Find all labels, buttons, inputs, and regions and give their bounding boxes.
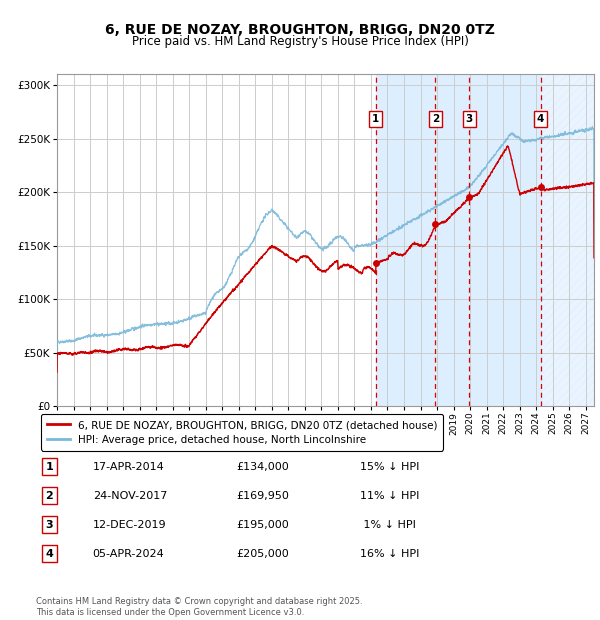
- Bar: [541, 74, 594, 406]
- Text: £169,950: £169,950: [236, 491, 289, 501]
- Text: Price paid vs. HM Land Registry's House Price Index (HPI): Price paid vs. HM Land Registry's House …: [131, 35, 469, 48]
- Text: 2: 2: [46, 491, 53, 501]
- Text: 12-DEC-2019: 12-DEC-2019: [92, 520, 166, 529]
- Text: 2: 2: [432, 114, 439, 124]
- Legend: 6, RUE DE NOZAY, BROUGHTON, BRIGG, DN20 0TZ (detached house), HPI: Average price: 6, RUE DE NOZAY, BROUGHTON, BRIGG, DN20 …: [41, 414, 443, 451]
- Text: £205,000: £205,000: [236, 549, 289, 559]
- Text: 24-NOV-2017: 24-NOV-2017: [92, 491, 167, 501]
- Text: 1: 1: [372, 114, 380, 124]
- Text: 17-APR-2014: 17-APR-2014: [92, 462, 164, 472]
- Text: 05-APR-2024: 05-APR-2024: [92, 549, 164, 559]
- Text: £134,000: £134,000: [236, 462, 289, 472]
- Text: £195,000: £195,000: [236, 520, 289, 529]
- Text: 1% ↓ HPI: 1% ↓ HPI: [360, 520, 416, 529]
- Bar: [376, 74, 541, 406]
- Text: 15% ↓ HPI: 15% ↓ HPI: [360, 462, 419, 472]
- Text: 6, RUE DE NOZAY, BROUGHTON, BRIGG, DN20 0TZ: 6, RUE DE NOZAY, BROUGHTON, BRIGG, DN20 …: [105, 23, 495, 37]
- Text: 4: 4: [537, 114, 544, 124]
- Text: Contains HM Land Registry data © Crown copyright and database right 2025.
This d: Contains HM Land Registry data © Crown c…: [36, 598, 362, 617]
- Text: 3: 3: [466, 114, 473, 124]
- Text: 4: 4: [46, 549, 53, 559]
- Text: 11% ↓ HPI: 11% ↓ HPI: [360, 491, 419, 501]
- Text: 3: 3: [46, 520, 53, 529]
- Text: 1: 1: [46, 462, 53, 472]
- Text: 16% ↓ HPI: 16% ↓ HPI: [360, 549, 419, 559]
